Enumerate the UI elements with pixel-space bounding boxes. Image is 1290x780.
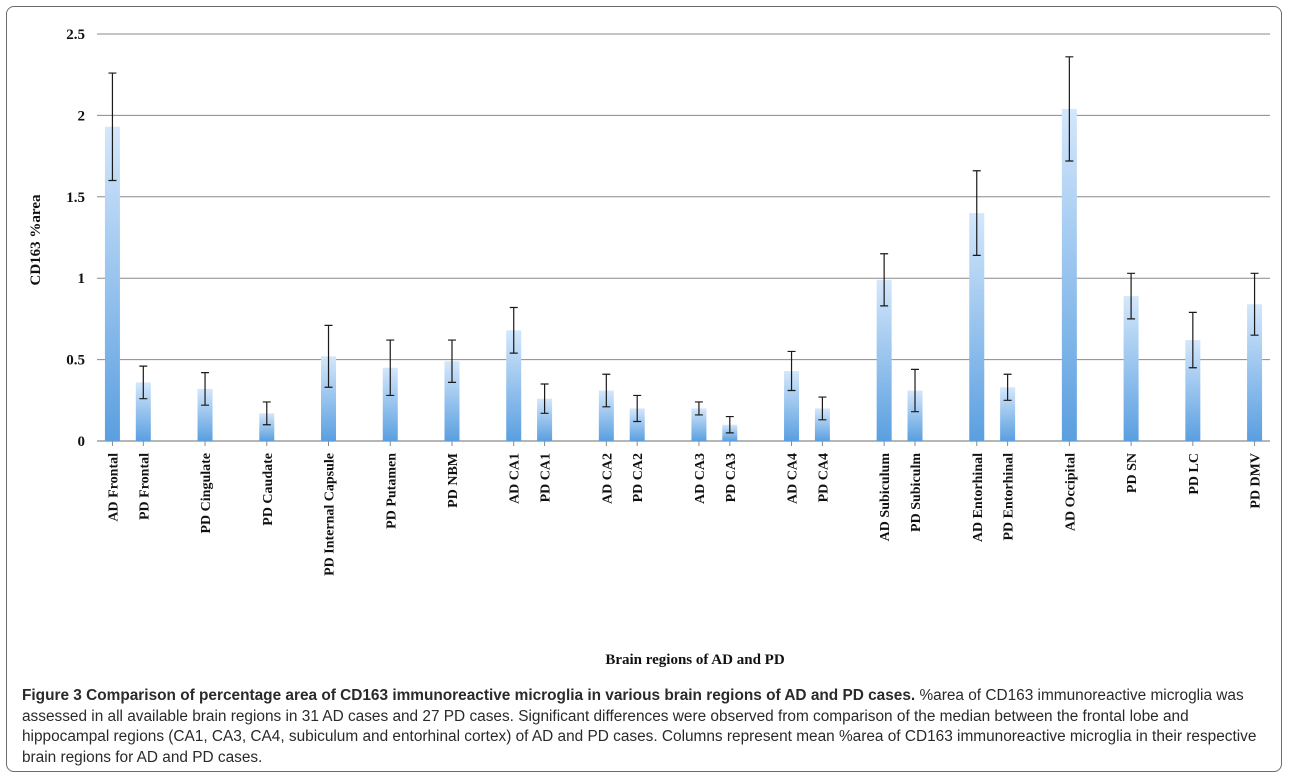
error-bar — [108, 72, 117, 182]
x-tick-label: PD CA4 — [816, 453, 831, 502]
error-bar — [694, 401, 703, 416]
bar-pd-ca1 — [537, 398, 553, 441]
bar-pd-cingulate — [197, 388, 213, 441]
caption-text: %area of CD163 immunoreactive microglia … — [22, 687, 1257, 766]
error-bar — [447, 339, 456, 383]
error-bar — [324, 324, 333, 388]
x-tick-label: AD CA1 — [508, 453, 523, 504]
bar-pd-putamen — [382, 367, 398, 441]
x-tick-label: PD DMV — [1249, 453, 1264, 509]
gridlines — [97, 33, 1270, 442]
y-tick-label: 2 — [78, 108, 86, 124]
x-tick-label: PD NBM — [446, 453, 461, 508]
x-tick-label: PD SN — [1125, 453, 1140, 493]
error-bar — [139, 365, 148, 400]
error-bar — [725, 415, 734, 434]
error-bar — [1003, 373, 1012, 401]
x-tick-label: AD Occipital — [1063, 453, 1078, 531]
y-tick-label: 0 — [78, 434, 86, 450]
error-bar — [633, 394, 642, 423]
y-tick-labels: 0 0.5 1 1.5 2 2.5 — [66, 27, 85, 450]
bar-ad-ca4 — [784, 370, 800, 441]
x-tick-label: PD Caudate — [261, 453, 276, 526]
caption-title: Figure 3 Comparison of percentage area o… — [22, 687, 916, 704]
error-bar — [1065, 56, 1074, 162]
bar-pd-internal-capsule — [321, 356, 337, 441]
x-tick-labels: AD Frontal PD Frontal PD Cingulate PD Cauda… — [106, 441, 1264, 576]
bar-pd-sn — [1123, 296, 1139, 441]
error-bar — [787, 350, 796, 392]
y-tick-label: 1 — [78, 271, 86, 287]
x-tick-label: PD Cingulate — [199, 453, 214, 534]
error-bar — [509, 306, 518, 354]
bar-ad-frontal — [104, 126, 120, 442]
error-bar — [880, 253, 889, 307]
y-tick-label: 2.5 — [66, 27, 85, 43]
x-tick-label: PD Subiculm — [909, 453, 924, 532]
error-bar — [386, 339, 395, 397]
bar-ad-occipital — [1061, 108, 1077, 441]
bar-ad-ca3 — [691, 408, 707, 441]
x-tick-label: PD Putamen — [384, 453, 399, 529]
x-tick-label: PD CA1 — [539, 453, 554, 502]
error-bar — [818, 396, 827, 421]
bar-pd-nbm — [444, 361, 460, 441]
error-bar — [1250, 272, 1259, 336]
error-bar — [1127, 272, 1136, 320]
x-tick-label: PD CA2 — [631, 453, 646, 502]
x-tick-label: AD Entorhinal — [971, 453, 986, 542]
error-bar — [602, 373, 611, 408]
bar-pd-lc — [1185, 340, 1201, 441]
bar-ad-ca1 — [506, 330, 522, 441]
error-bar — [201, 372, 210, 406]
error-bar — [1188, 311, 1197, 369]
bar-ad-ca2 — [598, 390, 614, 441]
error-bar — [911, 368, 920, 413]
x-tick-label: AD Frontal — [106, 453, 121, 522]
error-bar — [262, 401, 271, 426]
x-tick-label: PD Internal Capsule — [323, 453, 338, 576]
x-tick-label: AD CA2 — [600, 453, 615, 504]
bar-pd-subiculm — [907, 390, 923, 441]
x-tick-label: PD CA3 — [724, 453, 739, 502]
y-tick-label: 1.5 — [66, 190, 85, 206]
bar-pd-caudate — [259, 413, 275, 441]
x-axis-label: Brain regions of AD and PD — [605, 652, 784, 668]
bar-ad-subiculum — [876, 279, 892, 441]
y-tick-label: 0.5 — [66, 353, 85, 369]
figure-caption: Figure 3 Comparison of percentage area o… — [22, 686, 1280, 768]
bar-pd-dmv — [1247, 304, 1263, 441]
x-tick-label: AD CA4 — [786, 453, 801, 504]
x-tick-label: AD Subiculum — [878, 453, 893, 542]
x-tick-label: PD LC — [1187, 453, 1202, 495]
bar-pd-ca4 — [814, 408, 830, 441]
bar-pd-ca2 — [629, 408, 645, 441]
error-bars — [108, 56, 1259, 434]
x-tick-label: AD CA3 — [693, 453, 708, 504]
x-tick-label: PD Frontal — [137, 453, 152, 520]
bar-pd-frontal — [135, 382, 151, 441]
y-axis-label: CD163 %area — [28, 194, 44, 285]
bars — [104, 108, 1263, 442]
error-bar — [540, 383, 549, 414]
error-bar — [972, 170, 981, 257]
x-tick-label: PD Entorhinal — [1002, 453, 1017, 541]
bar-ad-entorhinal — [969, 213, 985, 441]
